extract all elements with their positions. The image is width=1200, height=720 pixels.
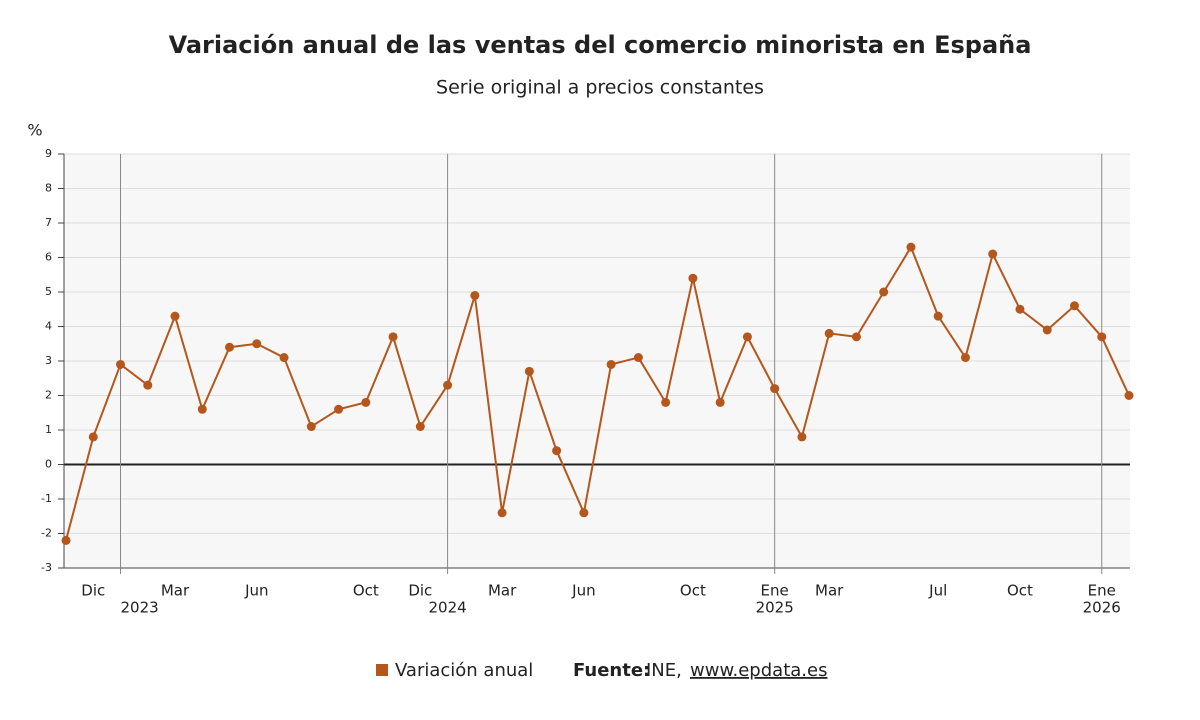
x-tick-label: Oct bbox=[353, 582, 379, 600]
y-tick-label: 1 bbox=[45, 423, 52, 436]
data-point bbox=[1015, 304, 1025, 314]
y-tick-label: 2 bbox=[45, 389, 52, 402]
data-point bbox=[988, 249, 998, 259]
data-point bbox=[116, 359, 126, 369]
data-point bbox=[170, 311, 180, 321]
x-tick-label: Ene bbox=[1088, 582, 1116, 600]
series-line bbox=[65, 244, 1130, 541]
data-point bbox=[633, 353, 643, 363]
data-point bbox=[879, 287, 889, 297]
data-point bbox=[960, 353, 970, 363]
data-point bbox=[1042, 325, 1052, 335]
data-point bbox=[225, 342, 235, 352]
y-tick-label: 7 bbox=[45, 216, 52, 229]
year-label: 2025 bbox=[756, 599, 794, 617]
data-point bbox=[851, 332, 861, 342]
x-tick-label: Jun bbox=[244, 582, 268, 600]
x-tick-label: Dic bbox=[408, 582, 432, 600]
data-point bbox=[579, 508, 589, 518]
data-point bbox=[497, 508, 507, 518]
data-point bbox=[797, 432, 807, 442]
y-tick-label: -3 bbox=[41, 561, 52, 574]
data-point bbox=[197, 404, 207, 414]
data-point bbox=[334, 404, 344, 414]
data-point bbox=[552, 446, 562, 456]
x-tick-label: Ene bbox=[761, 582, 789, 600]
x-tick-label: Jun bbox=[571, 582, 595, 600]
year-label: 2023 bbox=[121, 599, 159, 617]
x-tick-label: Dic bbox=[81, 582, 105, 600]
x-tick-label: Jul bbox=[928, 582, 947, 600]
data-point bbox=[61, 535, 71, 545]
data-point bbox=[933, 311, 943, 321]
y-tick-label: 6 bbox=[45, 251, 52, 264]
data-point bbox=[415, 422, 425, 432]
data-point bbox=[1069, 301, 1079, 311]
data-point bbox=[661, 397, 671, 407]
y-tick-label: 0 bbox=[45, 458, 52, 471]
data-point bbox=[252, 339, 262, 349]
source-text: INE, bbox=[646, 660, 682, 681]
x-tick-label: Mar bbox=[488, 582, 517, 600]
data-point bbox=[742, 332, 752, 342]
y-tick-label: 8 bbox=[45, 182, 52, 195]
data-point bbox=[388, 332, 398, 342]
data-point bbox=[470, 290, 480, 300]
y-tick-label: -2 bbox=[41, 527, 52, 540]
x-tick-label: Mar bbox=[161, 582, 190, 600]
data-point bbox=[279, 353, 289, 363]
year-label: 2024 bbox=[428, 599, 466, 617]
data-point bbox=[606, 359, 616, 369]
data-point bbox=[1124, 391, 1134, 400]
legend-swatch bbox=[376, 664, 388, 676]
source-label: Fuente: bbox=[573, 660, 650, 681]
data-point bbox=[906, 242, 916, 252]
chart-subtitle: Serie original a precios constantes bbox=[436, 77, 764, 99]
source-link[interactable]: www.epdata.es bbox=[690, 660, 827, 681]
y-tick-label: 9 bbox=[45, 147, 52, 160]
data-point bbox=[306, 422, 316, 432]
data-point bbox=[443, 380, 453, 390]
y-tick-label: 3 bbox=[45, 354, 52, 367]
data-point bbox=[361, 397, 371, 407]
data-point bbox=[1097, 332, 1107, 342]
legend-label: Variación anual bbox=[395, 660, 533, 681]
data-point bbox=[824, 328, 834, 338]
chart-title: Variación anual de las ventas del comerc… bbox=[169, 31, 1032, 59]
y-tick-label: 5 bbox=[45, 285, 52, 298]
data-point bbox=[688, 273, 698, 283]
y-tick-label: -1 bbox=[41, 492, 52, 505]
x-tick-label: Oct bbox=[680, 582, 706, 600]
data-point bbox=[770, 384, 780, 394]
y-unit: % bbox=[27, 121, 42, 140]
x-tick-label: Oct bbox=[1007, 582, 1033, 600]
data-point bbox=[88, 432, 98, 442]
x-tick-label: Mar bbox=[815, 582, 844, 600]
year-label: 2026 bbox=[1083, 599, 1121, 617]
data-point bbox=[524, 366, 534, 376]
y-tick-label: 4 bbox=[45, 320, 52, 333]
data-point bbox=[143, 380, 153, 390]
data-point bbox=[715, 397, 725, 407]
